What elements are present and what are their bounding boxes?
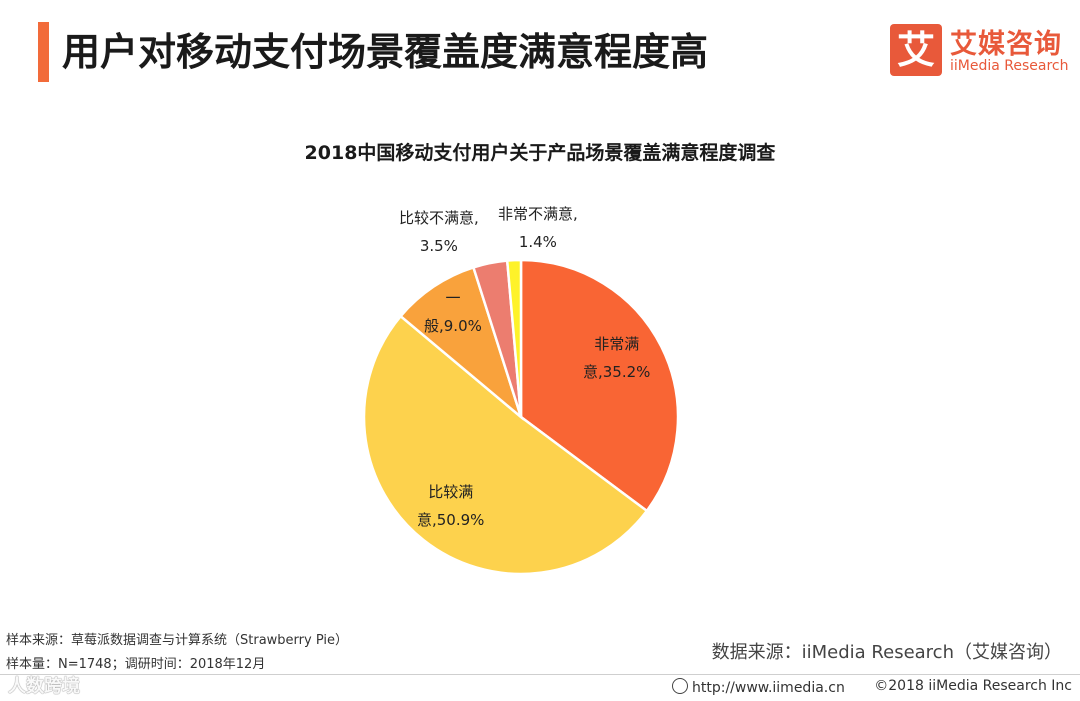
slice-label-line: 一 — [445, 289, 461, 307]
logo-name-en: iiMedia Research — [950, 58, 1069, 74]
slice-label-line: 1.4% — [518, 233, 557, 251]
sample-source: 样本来源：草莓派数据调查与计算系统（Strawberry Pie） — [6, 633, 348, 648]
globe-icon — [672, 678, 688, 694]
slice-label-line: 3.5% — [419, 237, 458, 255]
page-title: 用户对移动支付场景覆盖度满意程度高 — [62, 30, 709, 74]
footer-url[interactable]: http://www.iimedia.cn — [672, 678, 845, 696]
slice-label-satisfied: 比较满 意,50.9% — [417, 478, 484, 534]
slice-label-dissatisfied: 比较不满意, 3.5% — [399, 204, 479, 260]
footer-url-text[interactable]: http://www.iimedia.cn — [692, 680, 845, 696]
slice-label-very-dissatisfied: 非常不满意, 1.4% — [498, 200, 578, 256]
data-source: 数据来源：iiMedia Research（艾媒咨询） — [711, 642, 1062, 663]
pie-slice-very-satisfied — [519, 258, 680, 513]
pie-slice-satisfied — [362, 314, 649, 576]
title-accent-bar — [38, 22, 49, 82]
slice-label-line: 非常满 — [594, 335, 640, 353]
logo-name-cn: 艾媒咨询 — [950, 29, 1062, 60]
watermark: 人数跨境 — [8, 676, 80, 697]
slice-label-line: 比较不满意, — [399, 209, 479, 227]
brand-logo: 艾 艾媒咨询 iiMedia Research — [890, 22, 1070, 80]
sample-size: 样本量：N=1748；调研时间：2018年12月 — [6, 657, 266, 672]
slice-label-line: 意,50.9% — [417, 511, 485, 529]
slice-label-very-satisfied: 非常满 意,35.2% — [583, 330, 650, 386]
slice-label-neutral: 一 般,9.0% — [424, 284, 482, 340]
pie-slice-neutral — [398, 265, 524, 421]
chart-title: 2018中国移动支付用户关于产品场景覆盖满意程度调查 — [304, 142, 776, 164]
slice-label-line: 意,35.2% — [583, 363, 651, 381]
logo-mark-icon: 艾 — [890, 24, 942, 76]
copyright: ©2018 iiMedia Research Inc — [874, 678, 1072, 694]
pie-slice-very-dissatisfied — [505, 258, 523, 418]
slice-label-line: 般,9.0% — [424, 317, 482, 335]
slice-label-line: 比较满 — [428, 483, 474, 501]
footer-divider — [0, 674, 1080, 675]
slice-label-line: 非常不满意, — [498, 205, 578, 223]
